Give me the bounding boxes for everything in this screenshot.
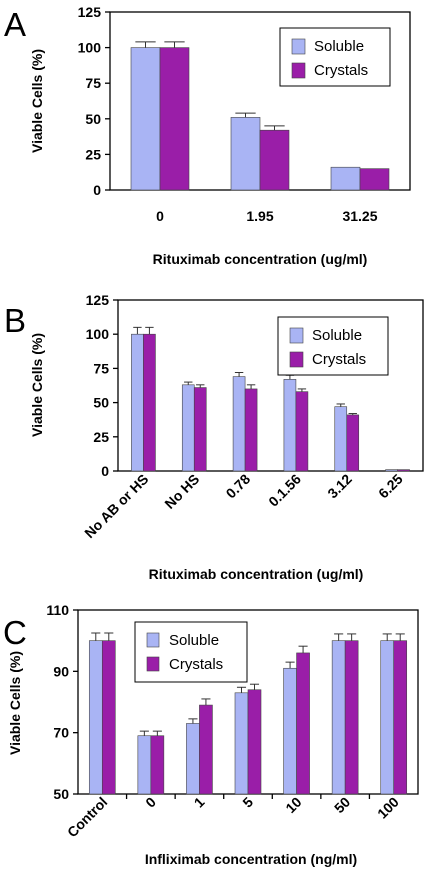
plot-frame [117, 299, 424, 472]
legend-swatch-soluble [146, 632, 160, 648]
bar-soluble [334, 406, 348, 472]
bar-crystals [199, 704, 213, 795]
legend-swatch-soluble [289, 327, 304, 344]
legend-label-crystals: Crystals [169, 656, 223, 673]
bar-crystals [193, 387, 207, 472]
x-tick-label: 6.25 [375, 471, 406, 502]
x-tick-label: 100 [374, 794, 402, 822]
bar-crystals [259, 129, 290, 191]
y-tick-label: 25 [85, 146, 101, 162]
y-tick-label: 125 [78, 4, 102, 20]
bar-crystals [295, 391, 309, 472]
bar-soluble [330, 166, 361, 191]
y-tick-label: 50 [85, 111, 101, 127]
legend-swatch-crystals [146, 656, 160, 672]
legend-box [134, 621, 248, 683]
x-tick-label: 0.78 [223, 471, 254, 502]
y-axis-label: Viable Cells (%) [7, 651, 23, 755]
bar-soluble [186, 723, 200, 795]
legend-label-crystals: Crystals [314, 62, 368, 79]
bar-soluble [131, 333, 144, 472]
x-tick-label: 10 [282, 794, 304, 816]
bar-crystals [346, 414, 360, 472]
y-tick-label: 75 [93, 360, 109, 376]
bar-soluble [232, 376, 246, 472]
bar-crystals [296, 652, 310, 795]
panel-letter: C [3, 614, 27, 651]
y-tick-label: 50 [93, 395, 109, 411]
bar-soluble [283, 379, 297, 472]
y-tick-label: 50 [53, 786, 69, 802]
legend-swatch-crystals [289, 351, 304, 368]
y-tick-label: 25 [93, 429, 109, 445]
bar-crystals [101, 640, 116, 795]
legend-label-soluble: Soluble [314, 38, 364, 55]
x-tick-label: 1 [191, 794, 208, 811]
bar-soluble [88, 640, 103, 795]
bar-crystals [359, 168, 390, 191]
panel-letter: B [4, 302, 26, 339]
y-tick-label: 100 [78, 40, 102, 56]
x-tick-label: 50 [331, 794, 353, 816]
legend-swatch-crystals [291, 62, 306, 79]
bar-crystals [159, 47, 190, 191]
x-tick-label: 3.12 [324, 471, 355, 502]
bar-crystals [247, 689, 262, 795]
y-axis-label: Viable Cells (%) [29, 49, 45, 153]
x-tick-label: 0 [142, 794, 159, 811]
y-axis-label: Viable Cells (%) [29, 333, 45, 437]
y-tick-label: 70 [53, 725, 69, 741]
x-tick-label: No HS [161, 471, 202, 512]
bar-crystals [244, 388, 258, 472]
x-tick-label: 31.25 [342, 208, 377, 224]
legend-label-soluble: Soluble [169, 632, 219, 649]
bar-soluble [130, 47, 161, 191]
x-axis-label: Rituximab concentration (ug/ml) [153, 251, 368, 267]
bar-soluble [385, 469, 398, 472]
x-tick-label: No AB or HS [81, 471, 151, 541]
bar-crystals [397, 469, 410, 472]
legend-label-soluble: Soluble [312, 327, 362, 344]
x-tick-label: Control [64, 794, 111, 841]
x-axis-label: Rituximab concentration (ug/ml) [149, 566, 364, 582]
bar-soluble [181, 384, 195, 472]
bar-crystals [344, 640, 359, 795]
y-tick-label: 110 [46, 602, 69, 618]
x-tick-label: 0 [156, 208, 164, 224]
bar-soluble [137, 735, 152, 795]
bar-soluble [331, 640, 346, 795]
legend-label-crystals: Crystals [312, 351, 366, 368]
x-tick-label: 1.95 [246, 208, 273, 224]
bar-crystals [143, 333, 156, 472]
bar-soluble [380, 640, 395, 795]
bar-soluble [230, 117, 261, 191]
x-axis-label: Infliximab concentration (ng/ml) [145, 851, 357, 867]
bar-soluble [234, 692, 249, 795]
y-tick-label: 0 [101, 463, 109, 479]
y-tick-label: 90 [53, 663, 69, 679]
y-tick-label: 125 [86, 292, 110, 308]
panel-letter: A [4, 6, 26, 43]
y-tick-label: 75 [85, 75, 101, 91]
x-tick-label: 5 [239, 794, 256, 811]
y-tick-label: 100 [86, 326, 110, 342]
x-tick-label: 0.1.56 [265, 471, 304, 510]
bar-crystals [150, 735, 165, 795]
y-tick-label: 0 [93, 182, 101, 198]
bar-crystals [393, 640, 408, 795]
legend-swatch-soluble [291, 38, 306, 55]
bar-soluble [283, 667, 297, 795]
